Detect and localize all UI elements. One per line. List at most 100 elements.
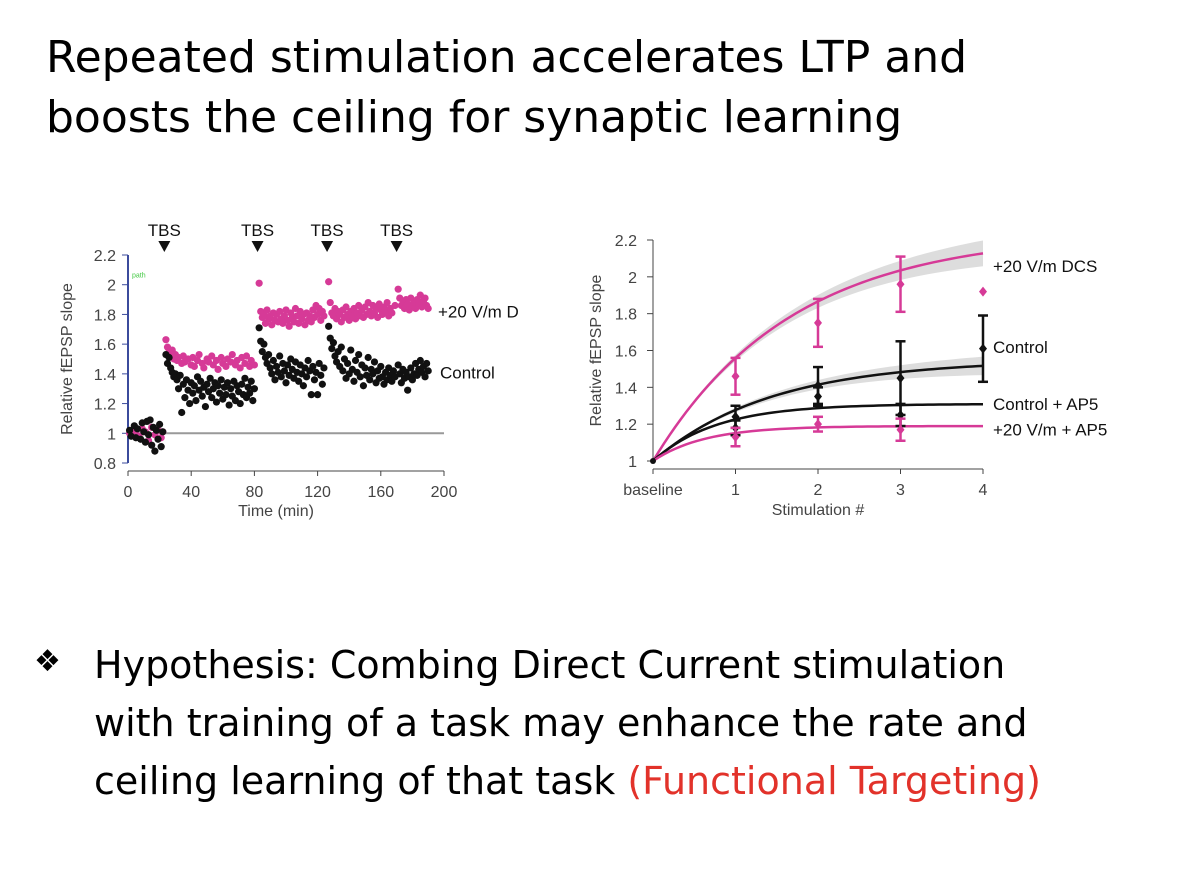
- control-point: [280, 367, 289, 375]
- control-point: [223, 379, 232, 387]
- legend-label-control: Control: [440, 363, 495, 382]
- control-point: [282, 379, 290, 387]
- control-point: [178, 408, 186, 417]
- control-point: [247, 377, 255, 385]
- x-tick-label: 2: [814, 482, 823, 499]
- control-point: [146, 416, 154, 424]
- control-point: [241, 374, 249, 382]
- control-point: [159, 428, 167, 436]
- control-point: [156, 420, 164, 428]
- control-point: [339, 367, 347, 375]
- dcs-point: [228, 350, 236, 359]
- control-point: [318, 380, 326, 388]
- data-marker: [814, 391, 822, 402]
- control-point: [203, 380, 211, 388]
- dcs-point: [342, 303, 350, 311]
- tbs-label-4: TBS: [380, 221, 413, 240]
- x-tick-label: 1: [731, 482, 740, 499]
- control-point: [304, 356, 312, 365]
- control-point: [206, 374, 214, 382]
- x-axis-label: Stimulation #: [772, 502, 865, 519]
- hypothesis-line-1: Hypothesis: Combing Direct Current stimu…: [94, 643, 1006, 687]
- dcs-point: [242, 352, 251, 360]
- y-tick-label: 2.2: [615, 233, 637, 250]
- control-point: [148, 441, 156, 449]
- control-point: [355, 350, 363, 359]
- control-point: [189, 389, 197, 397]
- data-marker: [814, 317, 822, 328]
- x-tick-label: 160: [367, 484, 394, 501]
- hypothesis-line-2: with training of a task may enhance the …: [94, 701, 1028, 745]
- control-point: [377, 362, 385, 371]
- dcs-point: [285, 322, 293, 330]
- control-point: [246, 389, 254, 397]
- control-point: [328, 345, 336, 353]
- x-tick-label: 0: [124, 484, 133, 501]
- control-point: [356, 373, 364, 381]
- control-point: [370, 358, 379, 366]
- control-point: [258, 347, 266, 356]
- control-point: [222, 391, 230, 399]
- slide-title: Repeated stimulation accelerates LTP and…: [46, 28, 1146, 148]
- control-point: [320, 364, 328, 372]
- control-point: [424, 367, 432, 375]
- control-point: [151, 447, 159, 455]
- control-point: [310, 376, 319, 384]
- stimulation-fit-chart: 1 1.2 1.4 1.6 1.8 2 2.2 baseline 1 2 3 4 Stimulation…: [588, 233, 1107, 519]
- fit-label-3: +20 V/m + AP5: [993, 421, 1107, 440]
- y-tick-label: 1.2: [615, 417, 637, 434]
- data-marker: [731, 371, 740, 382]
- control-point: [212, 398, 221, 406]
- dcs-point: [263, 306, 271, 314]
- control-point: [249, 397, 257, 405]
- control-point: [404, 386, 412, 394]
- data-marker: [979, 343, 987, 354]
- dcs-point: [222, 362, 230, 371]
- control-point: [394, 361, 402, 369]
- y-axis-label: Relative fEPSP slope: [588, 275, 605, 427]
- y-tick-label: 1.4: [615, 380, 637, 397]
- dcs-point: [214, 365, 222, 373]
- control-point: [266, 364, 274, 372]
- control-point: [250, 385, 258, 393]
- y-tick-label: 1.4: [94, 367, 116, 384]
- control-point: [347, 346, 355, 354]
- control-point: [309, 362, 317, 371]
- stray-path-label: path: [132, 272, 146, 279]
- x-axis-label: Time (min): [238, 503, 314, 520]
- control-point: [174, 385, 183, 393]
- y-tick-label: 2: [628, 270, 637, 287]
- control-point: [141, 438, 149, 446]
- dcs-point: [421, 294, 429, 302]
- control-point: [359, 382, 368, 390]
- fit-line-2: [652, 402, 984, 462]
- control-point: [268, 370, 276, 378]
- fit-label-0: +20 V/m DCS: [993, 257, 1097, 276]
- ltp-time-course-chart: 0.8 1 1.2 1.4 1.6 1.8 2 2.2 0 40 80 120 160 200 Time (…: [59, 221, 518, 520]
- control-point: [283, 361, 292, 369]
- legend-label-dcs: +20 V/m DCS: [438, 302, 518, 321]
- control-point: [423, 359, 431, 368]
- dcs-point: [394, 285, 402, 293]
- dcs-point: [236, 364, 244, 372]
- data-marker: [896, 373, 905, 384]
- x-tick-label: baseline: [623, 482, 683, 499]
- tbs-arrow-1-icon: [158, 241, 171, 252]
- fit-label-2: Control + AP5: [993, 395, 1098, 414]
- y-tick-label: 1.2: [94, 397, 116, 414]
- x-tick-label: 3: [896, 482, 905, 499]
- dcs-point: [326, 298, 334, 307]
- control-point: [351, 356, 360, 365]
- data-marker: [979, 286, 987, 297]
- control-point: [157, 443, 165, 451]
- control-point: [350, 377, 358, 385]
- control-point: [176, 371, 184, 379]
- y-tick-label: 2: [107, 278, 116, 295]
- control-point: [364, 353, 372, 362]
- control-point: [225, 401, 233, 409]
- x-tick-label: 200: [431, 484, 458, 501]
- control-point: [361, 364, 369, 372]
- control-point: [307, 391, 315, 399]
- control-point: [165, 353, 173, 362]
- control-point: [407, 364, 415, 372]
